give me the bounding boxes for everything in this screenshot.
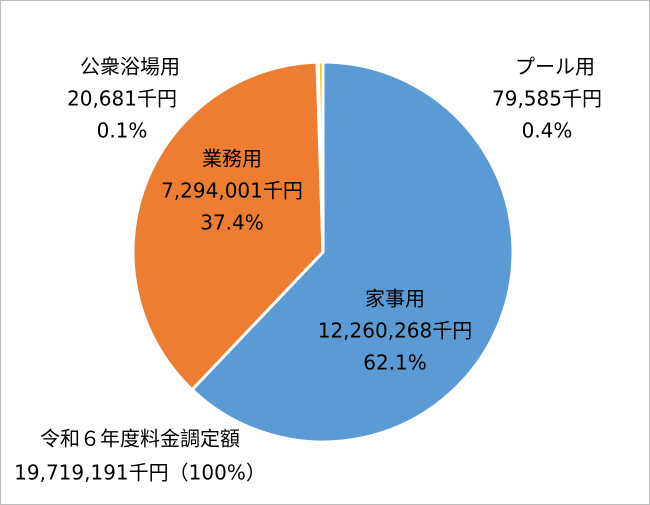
slice-amount: 20,681千円 xyxy=(67,87,177,111)
slice-name: プール用 xyxy=(515,55,595,79)
pie-slice xyxy=(131,60,325,392)
total-label: 19,719,191千円（100%） xyxy=(14,461,266,485)
pie-slice xyxy=(189,60,515,444)
slice-percent: 37.4% xyxy=(200,211,264,235)
slice-percent: 62.1% xyxy=(363,351,427,375)
slice-name: 公衆浴場用 xyxy=(80,55,180,79)
slice-percent: 0.1% xyxy=(97,119,148,143)
pie-slice xyxy=(316,60,325,253)
slice-percent: 0.4% xyxy=(522,119,573,143)
slice-amount: 12,260,268千円 xyxy=(318,319,473,343)
slice-amount: 7,294,001千円 xyxy=(161,179,303,203)
slice-name: 家事用 xyxy=(365,287,425,311)
slice-name: 業務用 xyxy=(202,147,262,171)
slice-amount: 79,585千円 xyxy=(492,87,602,111)
total-title: 令和６年度料金調定額 xyxy=(40,427,240,451)
